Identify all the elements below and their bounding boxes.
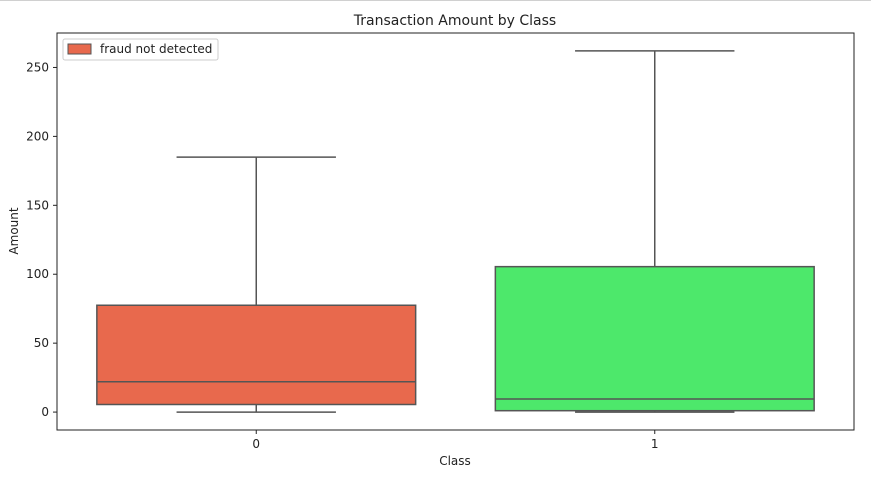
y-axis: 0 50 100 150 200 250 (26, 60, 57, 419)
top-divider (0, 0, 871, 1)
y-tick-label: 50 (34, 336, 49, 350)
box-iqr (96, 304, 417, 406)
legend-label: fraud not detected (100, 42, 212, 56)
x-tick-label: 0 (252, 437, 260, 451)
legend-swatch (67, 43, 92, 55)
y-tick-label: 250 (26, 60, 49, 74)
y-tick-label: 0 (41, 405, 49, 419)
y-tick-label: 150 (26, 198, 49, 212)
legend-frame (62, 38, 219, 61)
x-tick-label: 1 (651, 437, 659, 451)
chart-title: Transaction Amount by Class (353, 13, 556, 29)
y-tick-label: 200 (26, 129, 49, 143)
box-0 (96, 156, 417, 413)
plot-frame (56, 32, 855, 431)
boxes-layer (96, 50, 815, 413)
y-tick-label: 100 (26, 267, 49, 281)
box-iqr (494, 265, 815, 412)
x-axis-label: Class (439, 454, 471, 468)
y-axis-label: Amount (7, 207, 21, 254)
box-1 (494, 50, 815, 413)
legend: fraud not detected (62, 38, 219, 61)
